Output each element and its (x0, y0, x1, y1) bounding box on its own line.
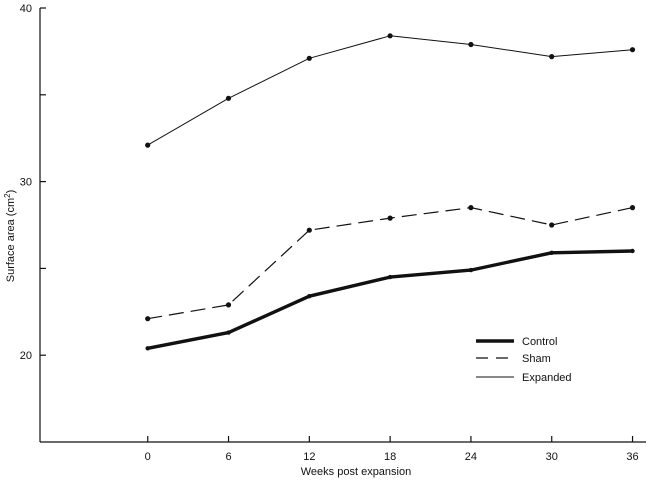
series-layer (145, 33, 636, 351)
series-expanded (145, 33, 636, 148)
x-tick-label: 12 (303, 451, 315, 463)
series-line-expanded (147, 35, 633, 146)
x-tick-label: 24 (465, 451, 477, 463)
series-sham (145, 205, 636, 322)
y-axis-label-tail: ) (5, 190, 17, 194)
legend: Control Sham Expanded (476, 336, 572, 384)
data-point-control (468, 267, 474, 273)
y-axis-label-superscript: 2 (3, 193, 12, 198)
x-tick-label: 36 (626, 451, 638, 463)
legend-label-sham: Sham (522, 353, 551, 365)
x-tick-label: 6 (225, 451, 231, 463)
series-line-control (145, 249, 635, 350)
series-control (145, 248, 635, 351)
y-tick-label: 20 (20, 350, 32, 362)
x-tick-label: 18 (384, 451, 396, 463)
data-point-control (145, 346, 150, 351)
y-axis-label: Surface area (cm2) (3, 190, 17, 283)
y-axis-label-main: Surface area (cm (5, 198, 17, 282)
data-point-sham (225, 302, 232, 308)
x-axis-label: Weeks post expansion (301, 466, 411, 478)
data-point-sham (629, 205, 636, 211)
data-point-expanded (306, 55, 312, 61)
data-point-sham (549, 222, 555, 228)
data-point-control (226, 330, 231, 335)
x-tick-label: 0 (145, 451, 151, 463)
y-tick-label: 30 (20, 177, 32, 189)
data-point-sham (468, 205, 474, 211)
legend-label-control: Control (522, 336, 557, 348)
data-point-control (307, 294, 312, 299)
data-point-control (387, 274, 393, 280)
x-tick-label: 30 (546, 451, 558, 463)
data-point-expanded (629, 47, 636, 53)
data-point-expanded (549, 54, 555, 60)
axes: 20 30 40 0 6 12 18 24 30 36 (20, 3, 646, 463)
data-point-expanded (145, 142, 151, 148)
data-point-sham (306, 227, 312, 233)
y-tick-label: 40 (20, 3, 32, 15)
data-point-control (549, 250, 554, 255)
data-point-sham (387, 215, 393, 221)
data-point-control (630, 248, 635, 254)
series-line-sham (147, 207, 634, 320)
legend-label-expanded: Expanded (522, 372, 572, 384)
data-point-expanded (468, 41, 474, 48)
data-point-expanded (387, 33, 393, 39)
data-point-expanded (225, 95, 232, 101)
data-point-sham (145, 316, 151, 322)
